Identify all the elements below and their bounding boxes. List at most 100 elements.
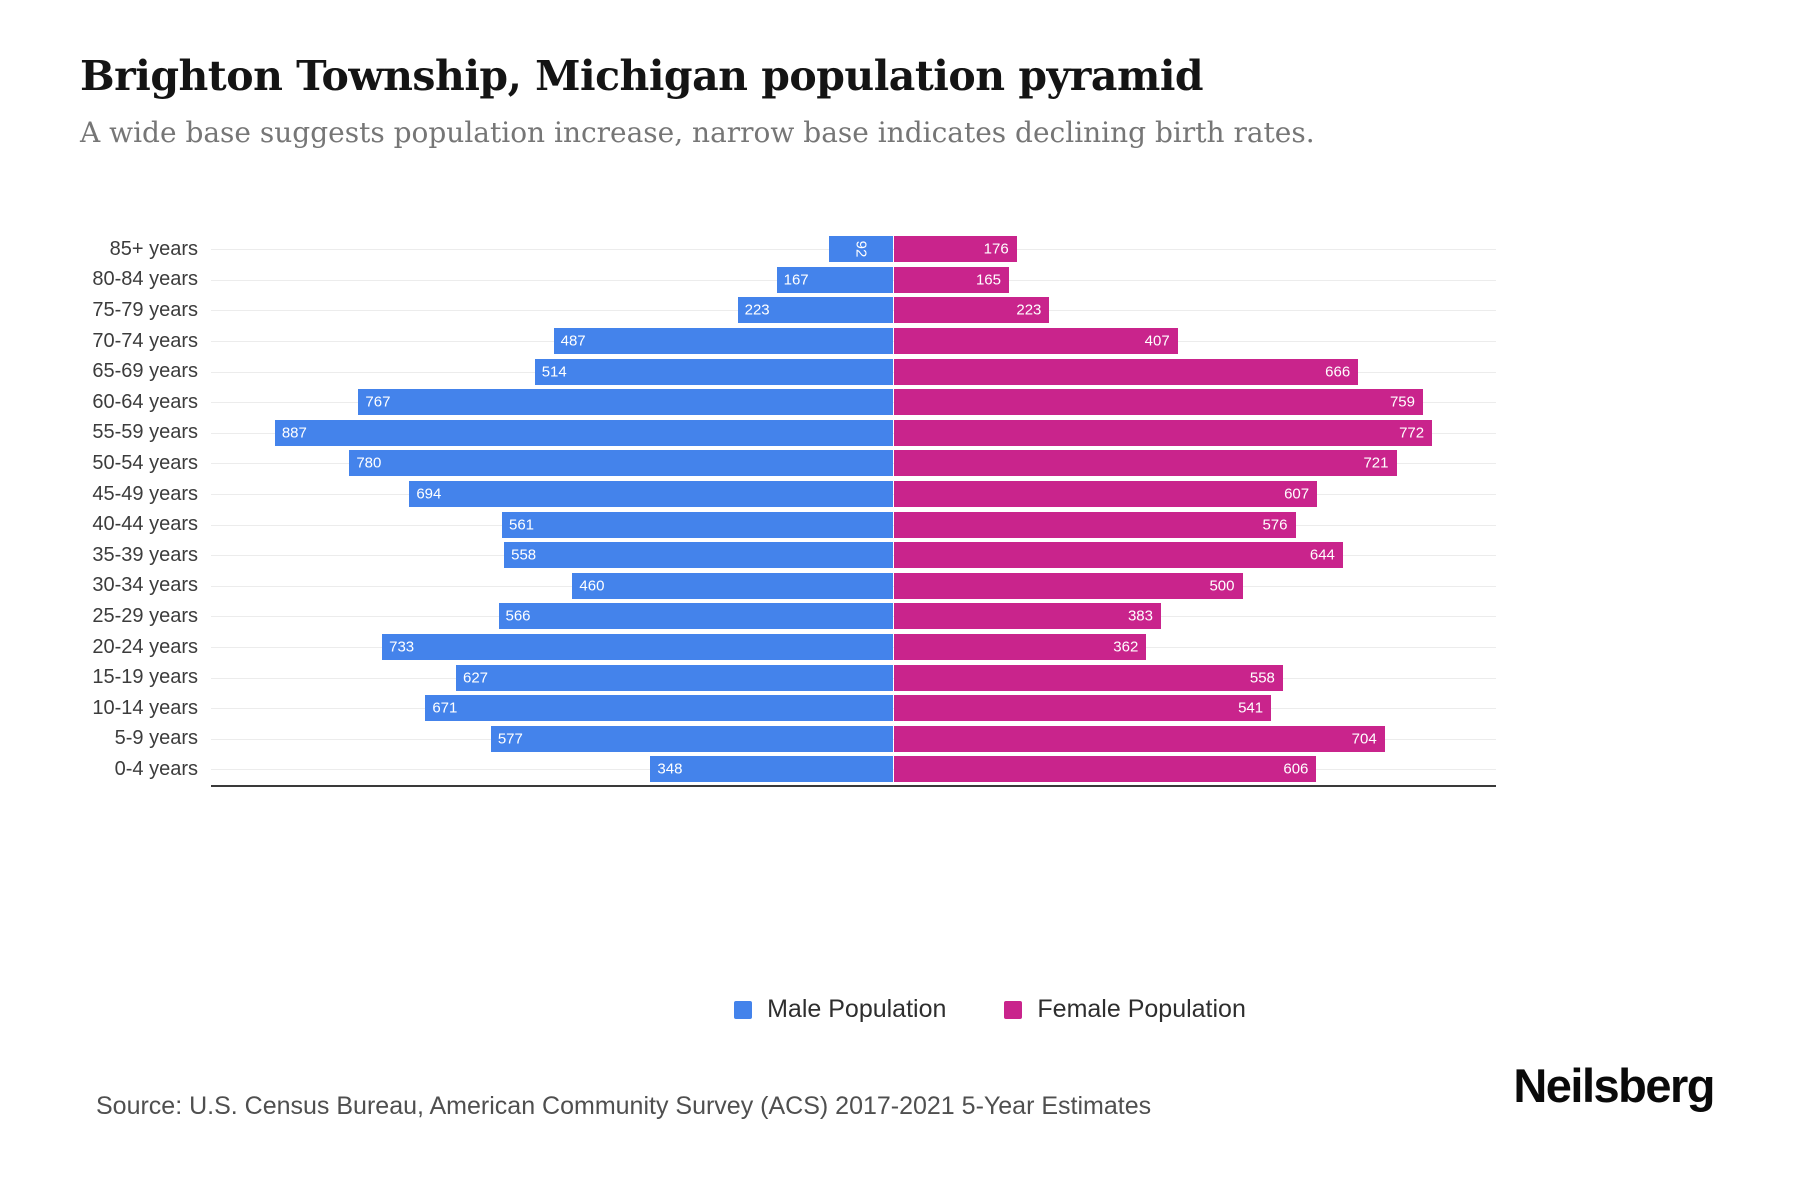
female-bar[interactable]: 644 [894, 542, 1343, 569]
male-bar[interactable]: 627 [456, 664, 893, 691]
male-value-label: 561 [509, 516, 535, 534]
pyramid-row: 45-49 years 694 607 [80, 479, 1720, 510]
male-value-label: 558 [511, 546, 537, 564]
pyramid-row: 80-84 years 167 165 [80, 265, 1720, 296]
age-group-label: 75-79 years [92, 298, 198, 321]
female-bar[interactable]: 607 [894, 481, 1318, 508]
female-value-label: 721 [1363, 454, 1389, 472]
age-group-label: 30-34 years [92, 574, 198, 597]
female-value-label: 383 [1127, 607, 1153, 625]
pyramid-row: 55-59 years 887 772 [80, 418, 1720, 449]
row-plot: 92 176 [211, 234, 1496, 265]
pyramid-row: 75-79 years 223 223 [80, 295, 1720, 326]
female-value-label: 644 [1309, 546, 1335, 564]
neilsberg-logo: Neilsberg [1513, 1059, 1715, 1112]
male-value-label: 514 [541, 363, 567, 381]
row-plot: 780 721 [211, 448, 1496, 479]
female-value-label: 165 [975, 271, 1001, 289]
row-plot: 223 223 [211, 295, 1496, 326]
age-group-label: 45-49 years [92, 482, 198, 505]
female-bar[interactable]: 576 [894, 511, 1296, 538]
female-bar[interactable]: 362 [894, 634, 1147, 661]
male-value-label: 460 [579, 577, 605, 595]
female-bar[interactable]: 606 [894, 756, 1317, 783]
age-group-label: 5-9 years [114, 727, 198, 750]
age-group-label: 20-24 years [92, 635, 198, 658]
row-plot: 577 704 [211, 724, 1496, 755]
female-bar[interactable]: 223 [894, 297, 1050, 324]
age-group-label: 50-54 years [92, 451, 198, 474]
female-legend-label: Female Population [1037, 995, 1246, 1023]
male-bar[interactable]: 223 [737, 297, 893, 324]
row-plot: 694 607 [211, 479, 1496, 510]
pyramid-row: 0-4 years 348 606 [80, 754, 1720, 785]
age-group-label: 60-64 years [92, 390, 198, 413]
female-value-label: 558 [1249, 669, 1275, 687]
chart-subtitle: A wide base suggests population increase… [80, 116, 1315, 149]
female-bar[interactable]: 721 [894, 450, 1397, 477]
male-bar[interactable]: 767 [358, 389, 893, 416]
pyramid-row: 85+ years 92 176 [80, 234, 1720, 265]
female-bar[interactable]: 165 [894, 266, 1009, 293]
male-value-label: 348 [657, 760, 683, 778]
row-plot: 558 644 [211, 540, 1496, 571]
female-bar[interactable]: 704 [894, 725, 1385, 752]
legend-item-female[interactable]: Female Population [1004, 995, 1246, 1024]
male-bar[interactable]: 887 [274, 419, 893, 446]
female-bar[interactable]: 759 [894, 389, 1423, 416]
female-bar[interactable]: 500 [894, 572, 1243, 599]
male-value-label: 733 [389, 638, 415, 656]
pyramid-row: 70-74 years 487 407 [80, 326, 1720, 357]
male-bar[interactable]: 694 [409, 481, 893, 508]
row-plot: 561 576 [211, 509, 1496, 540]
row-plot: 627 558 [211, 662, 1496, 693]
female-bar[interactable]: 772 [894, 419, 1433, 446]
female-bar[interactable]: 176 [894, 236, 1017, 263]
male-legend-label: Male Population [767, 995, 947, 1023]
female-value-label: 176 [983, 240, 1009, 258]
female-bar[interactable]: 407 [894, 328, 1178, 355]
male-value-label: 694 [416, 485, 442, 503]
male-bar[interactable]: 167 [776, 266, 893, 293]
male-bar[interactable]: 92 [828, 236, 893, 263]
age-group-label: 10-14 years [92, 696, 198, 719]
chart-title: Brighton Township, Michigan population p… [80, 52, 1204, 100]
male-bar[interactable]: 487 [553, 328, 893, 355]
female-value-label: 704 [1351, 730, 1377, 748]
male-bar[interactable]: 561 [502, 511, 893, 538]
age-group-label: 35-39 years [92, 543, 198, 566]
female-value-label: 666 [1325, 363, 1351, 381]
male-legend-swatch [734, 1000, 753, 1019]
pyramid-row: 15-19 years 627 558 [80, 662, 1720, 693]
pyramid-row: 60-64 years 767 759 [80, 387, 1720, 418]
female-value-label: 772 [1399, 424, 1425, 442]
legend-item-male[interactable]: Male Population [734, 995, 946, 1024]
female-value-label: 407 [1144, 332, 1170, 350]
age-group-label: 25-29 years [92, 604, 198, 627]
age-group-label: 55-59 years [92, 421, 198, 444]
male-bar[interactable]: 566 [498, 603, 893, 630]
pyramid-chart: 85+ years 92 176 80-84 years 167 165 75-79 yea… [80, 234, 1720, 787]
pyramid-row: 40-44 years 561 576 [80, 509, 1720, 540]
female-value-label: 541 [1238, 699, 1264, 717]
male-bar[interactable]: 348 [650, 756, 893, 783]
female-bar[interactable]: 541 [894, 695, 1272, 722]
female-legend-swatch [1004, 1000, 1023, 1019]
female-bar[interactable]: 558 [894, 664, 1283, 691]
female-bar[interactable]: 666 [894, 358, 1359, 385]
legend: Male Population Female Population [90, 995, 1800, 1024]
female-value-label: 500 [1209, 577, 1235, 595]
male-value-label: 577 [497, 730, 523, 748]
pyramid-row: 5-9 years 577 704 [80, 724, 1720, 755]
male-bar[interactable]: 558 [504, 542, 893, 569]
male-bar[interactable]: 780 [349, 450, 893, 477]
male-bar[interactable]: 514 [534, 358, 893, 385]
row-plot: 733 362 [211, 632, 1496, 663]
row-plot: 167 165 [211, 265, 1496, 296]
male-bar[interactable]: 460 [572, 572, 893, 599]
pyramid-row: 65-69 years 514 666 [80, 356, 1720, 387]
male-bar[interactable]: 671 [425, 695, 893, 722]
female-bar[interactable]: 383 [894, 603, 1161, 630]
male-bar[interactable]: 733 [382, 634, 893, 661]
male-bar[interactable]: 577 [490, 725, 893, 752]
